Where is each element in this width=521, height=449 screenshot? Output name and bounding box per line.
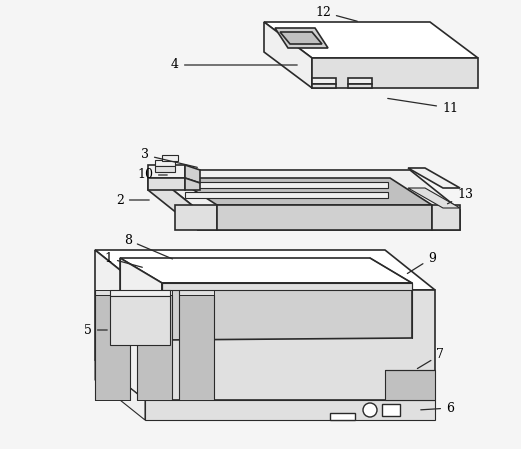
Text: 10: 10: [137, 168, 167, 181]
Polygon shape: [312, 58, 478, 88]
Polygon shape: [175, 205, 217, 230]
Polygon shape: [179, 295, 214, 400]
Polygon shape: [110, 290, 170, 296]
Polygon shape: [275, 28, 328, 48]
Polygon shape: [217, 205, 432, 230]
Text: 7: 7: [417, 348, 444, 369]
Text: 13: 13: [448, 189, 473, 204]
Polygon shape: [408, 168, 460, 188]
Polygon shape: [120, 258, 412, 283]
Polygon shape: [179, 290, 214, 295]
Polygon shape: [148, 165, 185, 178]
Polygon shape: [280, 32, 322, 44]
Polygon shape: [162, 155, 178, 161]
Polygon shape: [137, 290, 172, 295]
Polygon shape: [385, 370, 435, 400]
Polygon shape: [348, 78, 372, 84]
Polygon shape: [175, 178, 432, 205]
Polygon shape: [95, 295, 130, 400]
Text: 8: 8: [124, 233, 172, 259]
Polygon shape: [95, 250, 145, 400]
Text: 5: 5: [84, 323, 107, 336]
Text: 9: 9: [407, 251, 436, 273]
Polygon shape: [110, 296, 170, 345]
Polygon shape: [148, 170, 460, 210]
Polygon shape: [264, 22, 312, 88]
Polygon shape: [185, 165, 200, 183]
Polygon shape: [120, 258, 162, 340]
Text: 12: 12: [315, 5, 357, 21]
Polygon shape: [155, 160, 175, 166]
Polygon shape: [95, 360, 145, 420]
Polygon shape: [137, 295, 172, 400]
Polygon shape: [185, 182, 388, 188]
Polygon shape: [185, 178, 200, 190]
Polygon shape: [264, 22, 478, 58]
Text: 11: 11: [388, 98, 458, 114]
Circle shape: [363, 403, 377, 417]
Polygon shape: [432, 205, 460, 230]
Polygon shape: [148, 170, 198, 230]
Polygon shape: [312, 78, 336, 84]
Polygon shape: [95, 290, 130, 295]
Polygon shape: [198, 210, 460, 230]
Text: 3: 3: [141, 149, 197, 167]
Polygon shape: [312, 84, 336, 88]
Polygon shape: [145, 290, 435, 400]
Polygon shape: [348, 84, 372, 88]
Polygon shape: [408, 188, 460, 208]
Polygon shape: [185, 192, 388, 198]
Polygon shape: [330, 413, 355, 420]
Text: 1: 1: [104, 251, 142, 267]
Polygon shape: [145, 400, 435, 420]
Polygon shape: [382, 404, 400, 416]
Text: 6: 6: [421, 401, 454, 414]
Polygon shape: [95, 250, 435, 290]
Polygon shape: [162, 283, 412, 290]
Polygon shape: [155, 166, 175, 172]
Polygon shape: [148, 178, 185, 190]
Text: 4: 4: [171, 58, 297, 71]
Polygon shape: [162, 283, 412, 340]
Text: 2: 2: [116, 194, 149, 207]
